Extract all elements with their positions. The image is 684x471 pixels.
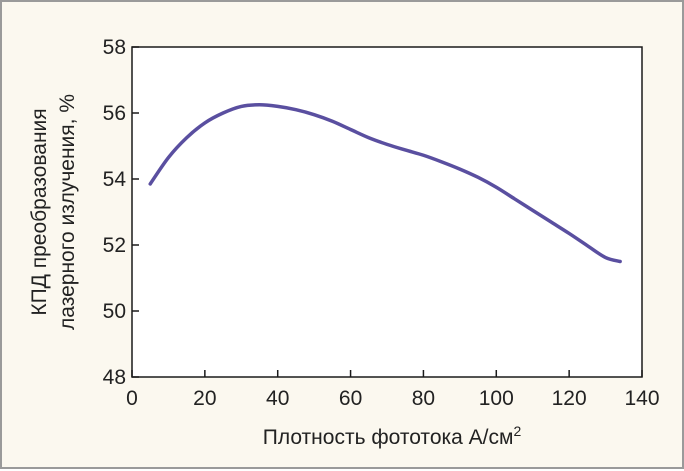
series-line-0 [148, 103, 622, 264]
y-tick-label-0: 48 [103, 366, 126, 389]
y-tick-label-1: 50 [103, 300, 126, 323]
x-axis-title: Плотность фототока А/см2 [263, 423, 522, 449]
y-tick-label-5: 58 [103, 36, 126, 59]
x-axis-title-superscript: 2 [513, 423, 521, 439]
x-axis: 0 20 40 60 80 100 120 140 [126, 370, 660, 410]
x-tick-label-5: 100 [479, 387, 514, 410]
x-tick-label-7: 140 [624, 387, 659, 410]
y-tick-label-3: 54 [103, 168, 127, 191]
x-tick-label-1: 20 [193, 387, 216, 410]
plot-area [131, 46, 643, 378]
x-axis-title-text: Плотность фототока А/см [263, 426, 514, 449]
y-axis-title-line-1: КПД преобразования [28, 108, 51, 315]
y-axis-title-line-2: лазерного излучения, % [56, 94, 79, 330]
series-layer [148, 103, 622, 264]
y-tick-label-4: 56 [103, 102, 126, 125]
x-tick-label-0: 0 [126, 387, 138, 410]
x-tick-label-6: 120 [552, 387, 587, 410]
y-tick-label-2: 52 [103, 234, 126, 257]
x-tick-label-2: 40 [266, 387, 289, 410]
y-axis: 48 50 52 54 56 58 [103, 36, 139, 389]
x-tick-label-3: 60 [339, 387, 362, 410]
x-tick-label-4: 80 [412, 387, 435, 410]
